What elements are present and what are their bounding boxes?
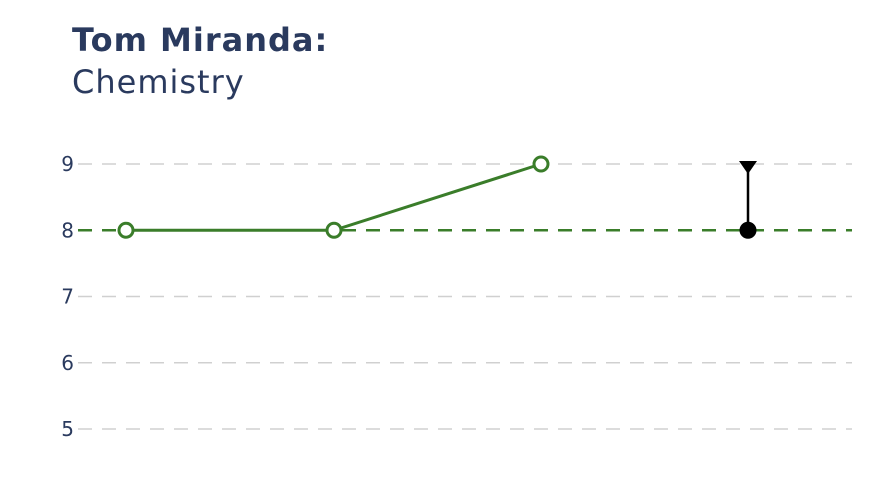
y-tick-label: 9 (61, 152, 74, 176)
data-point (325, 221, 343, 239)
y-tick-label: 6 (61, 351, 74, 375)
gridlines (78, 163, 852, 430)
data-point (532, 155, 550, 173)
chart-title: Tom Miranda: (72, 21, 329, 59)
title-block: Tom Miranda: Chemistry (72, 20, 328, 104)
target-group (739, 161, 757, 239)
chart-subtitle: Chemistry (72, 63, 245, 101)
y-tick-label: 5 (61, 417, 74, 441)
y-axis-ticks: 5 6 7 8 9 (61, 152, 74, 441)
y-tick-label: 8 (61, 218, 74, 242)
series-line (126, 162, 542, 232)
target-arrow (739, 161, 757, 174)
data-point (117, 221, 135, 239)
y-tick-label: 7 (61, 285, 74, 309)
target-point (739, 221, 757, 239)
series-group (117, 155, 550, 239)
